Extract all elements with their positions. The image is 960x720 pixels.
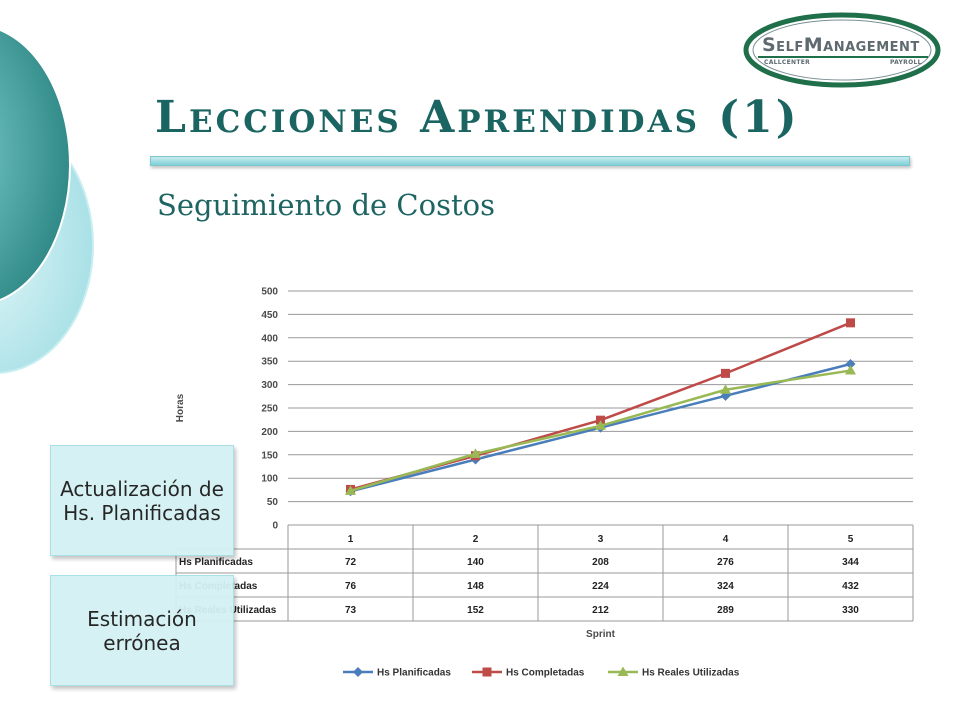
data-point	[720, 384, 731, 394]
y-tick-label: 500	[261, 287, 278, 298]
logo-name: SelfManagement	[762, 34, 920, 56]
table-cell: 208	[592, 557, 609, 568]
table-cell: 224	[592, 581, 609, 592]
table-cell: 212	[592, 605, 609, 616]
x-tick-label: 2	[473, 534, 479, 545]
x-tick-label: 3	[598, 534, 604, 545]
data-point	[846, 318, 855, 328]
legend-label: Hs Reales Utilizadas	[642, 668, 740, 679]
table-row-label: Hs Planificadas	[179, 557, 253, 568]
data-point	[845, 365, 856, 375]
y-tick-label: 0	[272, 521, 278, 532]
legend-marker	[482, 667, 492, 677]
table-cell: 344	[842, 557, 859, 568]
table-cell: 330	[842, 605, 859, 616]
logo-sub-right: PAYROLL	[890, 59, 922, 66]
y-tick-label: 200	[261, 427, 278, 438]
legend-marker	[353, 667, 363, 677]
legend-label: Hs Completadas	[506, 668, 585, 679]
series-line	[350, 321, 851, 491]
table-cell: 276	[717, 557, 734, 568]
y-tick-label: 300	[261, 380, 278, 391]
y-tick-label: 150	[261, 450, 278, 461]
data-point	[345, 485, 356, 495]
data-point	[845, 359, 856, 370]
table-cell: 152	[467, 605, 484, 616]
y-tick-label: 250	[261, 404, 278, 415]
data-point	[470, 448, 481, 458]
x-axis-label: Sprint	[586, 629, 616, 640]
title-underline	[150, 156, 910, 166]
y-tick-label: 350	[261, 357, 278, 368]
legend-marker	[617, 666, 629, 676]
x-tick-label: 1	[348, 534, 354, 545]
y-axis-label: Horas	[175, 393, 186, 422]
table-cell: 140	[467, 557, 484, 568]
x-tick-label: 5	[848, 534, 854, 545]
table-cell: 432	[842, 581, 859, 592]
legend-label: Hs Planificadas	[377, 668, 451, 679]
y-tick-label: 400	[261, 333, 278, 344]
table-cell: 289	[717, 605, 734, 616]
table-cell: 73	[345, 605, 357, 616]
logo-sub-left: CALLCENTER	[764, 59, 811, 66]
callout-updated-plan: Actualización de Hs. Planificadas	[50, 445, 234, 556]
data-point	[721, 368, 730, 378]
page-subtitle: Seguimiento de Costos	[157, 188, 495, 222]
logo-swoosh-icon	[743, 12, 941, 88]
y-tick-label: 450	[261, 310, 278, 321]
data-point	[596, 415, 605, 425]
y-tick-label: 50	[267, 497, 279, 508]
data-point	[595, 420, 606, 430]
callout-wrong-estimate-text: Estimación errónea	[87, 606, 197, 655]
page-title: Lecciones Aprendidas (1)	[155, 92, 800, 143]
table-cell: 324	[717, 581, 734, 592]
callout-updated-plan-text: Actualización de Hs. Planificadas	[60, 476, 224, 525]
table-cell: 76	[345, 581, 357, 592]
y-tick-label: 100	[261, 474, 278, 485]
x-tick-label: 4	[723, 534, 729, 545]
table-cell: 148	[467, 581, 484, 592]
table-cell: 72	[345, 557, 357, 568]
selfmanagement-logo: SelfManagement CALLCENTER PAYROLL	[740, 10, 945, 90]
callout-wrong-estimate: Estimación errónea	[50, 575, 234, 686]
